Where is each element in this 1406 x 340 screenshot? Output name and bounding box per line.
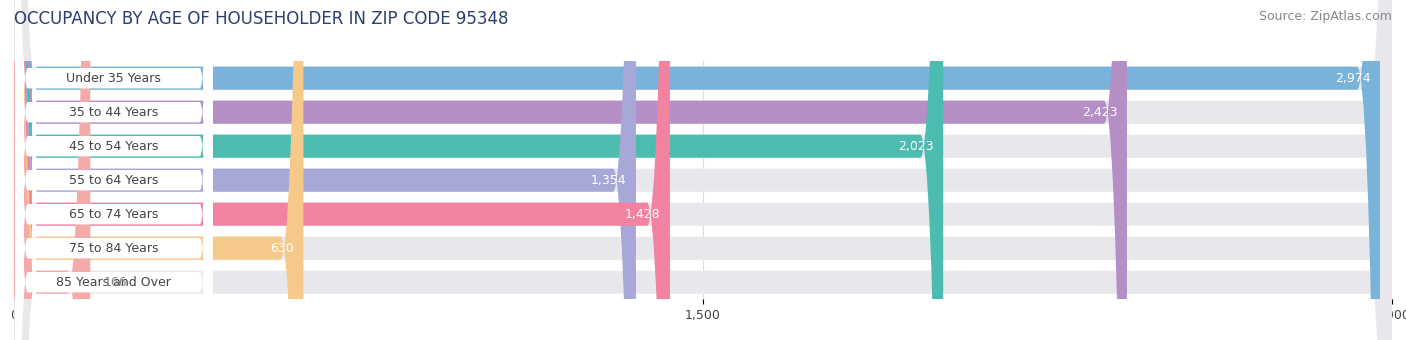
FancyBboxPatch shape [15,0,212,340]
FancyBboxPatch shape [15,0,212,340]
Text: 1,354: 1,354 [591,174,627,187]
FancyBboxPatch shape [14,0,1392,340]
Text: Under 35 Years: Under 35 Years [66,72,162,85]
Text: 45 to 54 Years: 45 to 54 Years [69,140,159,153]
FancyBboxPatch shape [14,0,1381,340]
FancyBboxPatch shape [14,0,1392,340]
FancyBboxPatch shape [14,0,943,340]
FancyBboxPatch shape [14,0,304,340]
FancyBboxPatch shape [14,0,669,340]
Text: OCCUPANCY BY AGE OF HOUSEHOLDER IN ZIP CODE 95348: OCCUPANCY BY AGE OF HOUSEHOLDER IN ZIP C… [14,10,509,28]
FancyBboxPatch shape [15,0,212,340]
Text: Source: ZipAtlas.com: Source: ZipAtlas.com [1258,10,1392,23]
Text: 630: 630 [270,242,294,255]
FancyBboxPatch shape [15,0,212,340]
Text: 1,428: 1,428 [626,208,661,221]
FancyBboxPatch shape [15,0,212,340]
FancyBboxPatch shape [14,0,1392,340]
Text: 55 to 64 Years: 55 to 64 Years [69,174,159,187]
FancyBboxPatch shape [14,0,1392,340]
FancyBboxPatch shape [14,0,90,340]
FancyBboxPatch shape [14,0,1392,340]
FancyBboxPatch shape [15,0,212,340]
FancyBboxPatch shape [14,0,1128,340]
Text: 35 to 44 Years: 35 to 44 Years [69,106,159,119]
Text: 2,974: 2,974 [1336,72,1371,85]
FancyBboxPatch shape [15,0,212,340]
Text: 166: 166 [104,276,128,289]
Text: 75 to 84 Years: 75 to 84 Years [69,242,159,255]
FancyBboxPatch shape [14,0,1392,340]
Text: 85 Years and Over: 85 Years and Over [56,276,172,289]
FancyBboxPatch shape [14,0,1392,340]
FancyBboxPatch shape [14,0,636,340]
Text: 2,423: 2,423 [1083,106,1118,119]
Text: 2,023: 2,023 [898,140,934,153]
Text: 65 to 74 Years: 65 to 74 Years [69,208,159,221]
